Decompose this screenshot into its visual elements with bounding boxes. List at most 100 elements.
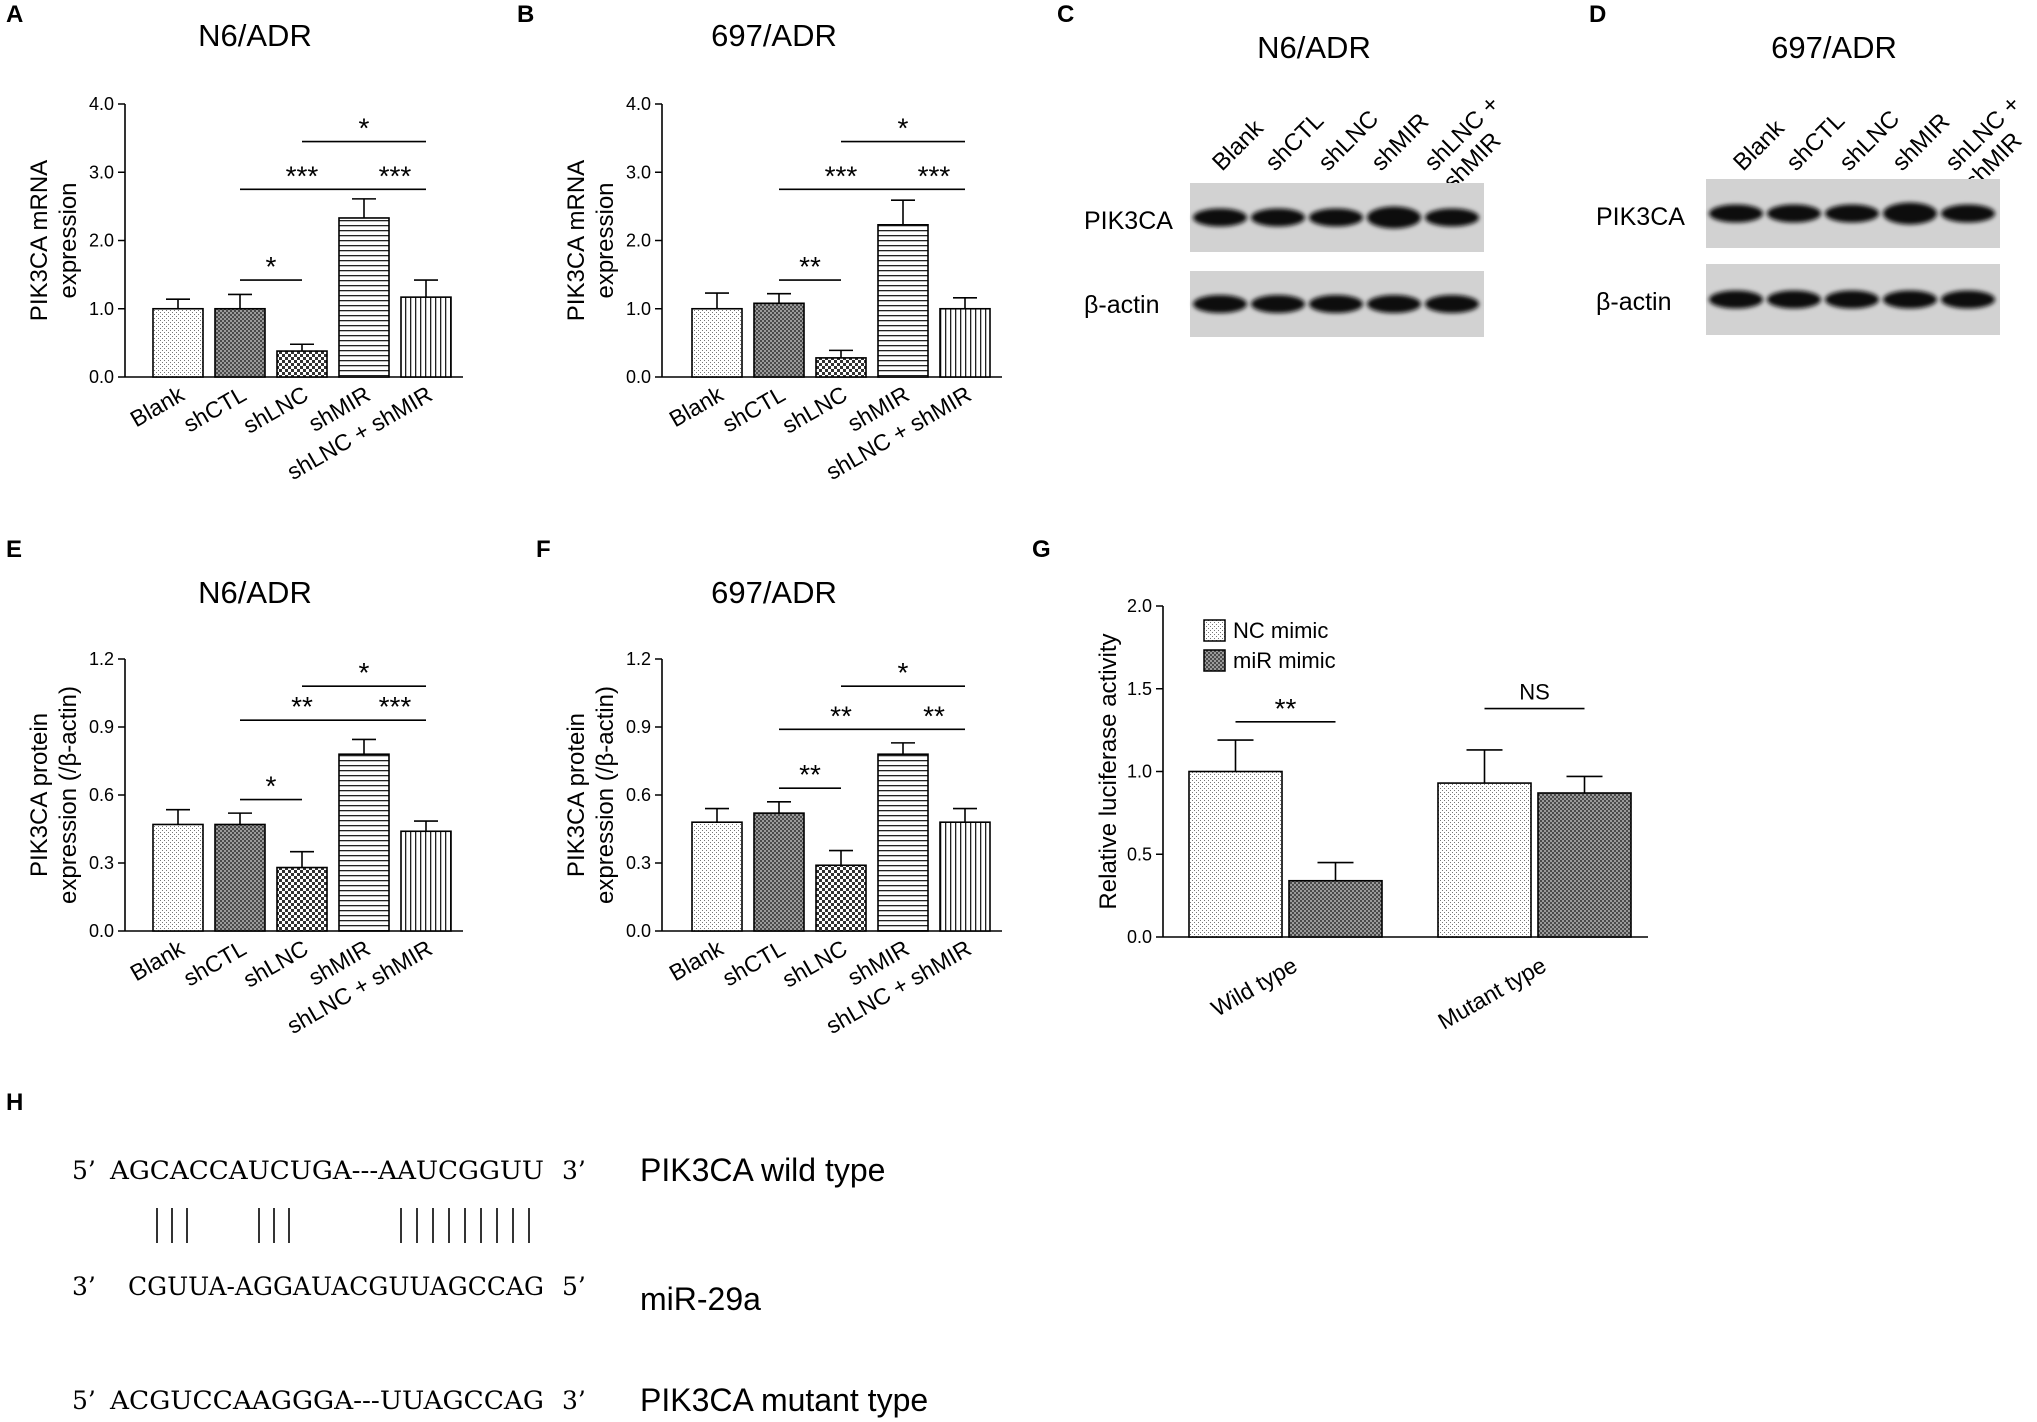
chart-e-protein-n6: N6/ADR PIK3CA protein expression (/β-actin… [26,575,463,1039]
x-tick-label: shCTL [179,381,251,437]
x-tick-label: Blank [126,935,189,987]
seq-wild-prime-left: 5’ [72,1156,96,1185]
protein-band [1709,290,1763,309]
x-tick-label: Blank [665,381,728,433]
lane-label: shLNC +shMIR [1419,91,1524,196]
chart-title: 697/ADR [711,18,837,53]
bar [939,307,991,378]
bar [338,753,390,932]
blot-row-label: β-actin [1596,288,1672,316]
protein-band [1883,202,1937,225]
y-tick-label: 0.6 [89,785,114,805]
protein-band [1193,208,1247,227]
significance-label: ** [799,251,821,282]
chart-b-mrna-697: 697/ADR PIK3CA mRNA expression 0.0 1.0 2.0 3.0… [563,18,1002,485]
bar [214,823,266,932]
seq-mir-sequence: CGUUA-AGGAUACGUUAGCCAG [128,1272,544,1301]
protein-band [1825,204,1879,223]
x-tick-label: Mutant type [1433,952,1550,1035]
y-tick-label: 3.0 [626,162,651,182]
y-tick-label: 0.0 [626,921,651,941]
y-tick-label: 0.0 [1127,927,1152,947]
y-axis-label: expression (/β-actin) [55,686,82,904]
y-tick-label: 1.2 [89,649,114,669]
significance-label: ** [923,700,945,731]
protein-band [1193,295,1247,313]
protein-band [1825,290,1879,309]
seq-mutant-prime-right: 3’ [562,1386,586,1415]
lane-label-line: shCTL [1781,107,1850,176]
chart-title: N6/ADR [198,575,312,610]
y-axis-label: expression [592,182,619,298]
panel-label-a: A [6,1,23,28]
bar [877,224,929,378]
bar [276,866,328,932]
y-tick-label: 0.0 [89,921,114,941]
legend-swatch [1203,649,1226,672]
chart-title: 697/ADR [711,575,837,610]
significance-label: ** [1275,693,1297,724]
protein-band [1309,295,1363,313]
significance-label: NS [1519,680,1550,705]
legend-swatch [1203,619,1226,642]
y-tick-label: 0.0 [626,367,651,387]
chart-title: N6/ADR [198,18,312,53]
seq-mutant-label: PIK3CA mutant type [640,1382,928,1418]
significance-label: * [898,657,909,688]
lane-label-line: Blank [1207,114,1269,176]
blot-row-label: β-actin [1084,291,1160,319]
chart-f-protein-697: 697/ADR PIK3CA protein expression (/β-acti… [563,575,1002,1039]
bar [753,302,805,378]
y-tick-label: 0.6 [626,785,651,805]
protein-band [1251,208,1305,227]
y-tick-label: 1.0 [89,299,114,319]
x-tick-label: Blank [126,381,189,433]
protein-band [1709,204,1763,223]
x-tick-label: shLNC [239,935,313,993]
significance-label: *** [379,160,412,191]
panel-label-c: C [1057,1,1074,28]
y-tick-label: 1.0 [626,299,651,319]
blot-row-label: PIK3CA [1596,203,1685,231]
y-tick-label: 2.0 [1127,596,1152,616]
bar [338,217,390,378]
bar [815,864,867,932]
lane-label: shCTL [1781,107,1850,176]
bar [691,307,743,378]
bar [1537,792,1632,938]
bar [276,350,328,378]
protein-band [1941,204,1995,223]
protein-band [1367,206,1421,229]
protein-band [1767,290,1821,309]
legend-label: miR mimic [1233,648,1336,673]
protein-band [1425,295,1479,313]
bar [815,357,867,378]
bar [877,753,929,932]
bar [1437,782,1532,938]
lane-label-line: shCTL [1260,107,1329,176]
y-tick-label: 1.0 [1127,762,1152,782]
panel-label-d: D [1589,1,1606,28]
x-tick-label: Wild type [1207,952,1302,1022]
blot-row-label: PIK3CA [1084,207,1173,235]
significance-label: ** [830,700,852,731]
protein-band [1941,290,1995,309]
y-tick-label: 0.9 [89,717,114,737]
y-tick-label: 0.5 [1127,844,1152,864]
bar [400,296,452,378]
y-axis-label: Relative luciferase activity [1095,633,1122,909]
y-axis-label: PIK3CA protein [26,713,53,877]
panel-label-b: B [517,1,534,28]
bar [152,823,204,932]
bar [152,307,204,378]
bar [214,307,266,378]
seq-mir-label: miR-29a [640,1281,761,1317]
y-tick-label: 2.0 [89,231,114,251]
seq-mutant-sequence: ACGUCCAAGGGA---UUAGCCAG [109,1386,544,1415]
y-tick-label: 1.5 [1127,679,1152,699]
lane-label: shCTL [1260,107,1329,176]
